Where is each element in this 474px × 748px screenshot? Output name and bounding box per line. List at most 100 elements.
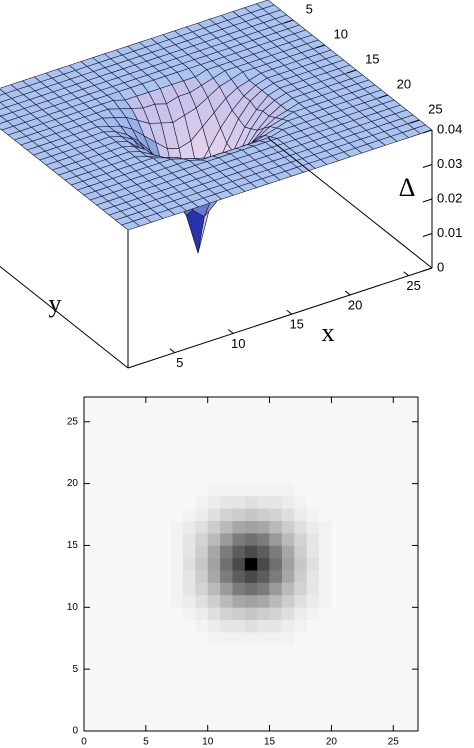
heatmap-cell <box>145 644 159 658</box>
heatmap-cell <box>207 619 221 633</box>
heatmap-cell <box>319 632 332 645</box>
heatmap-cell <box>343 520 357 534</box>
heatmap-cell <box>84 483 97 497</box>
heatmap-cell <box>182 632 196 645</box>
heatmap-cell <box>96 644 110 658</box>
heatmap-cell <box>108 619 122 633</box>
heatmap-cell <box>158 607 171 620</box>
heatmap-cell <box>405 520 419 534</box>
heatmap-cell <box>306 594 320 608</box>
heatmap-cell <box>108 434 122 447</box>
heatmap-cell <box>133 421 147 435</box>
heatmap-cell <box>294 508 307 522</box>
x-tick-label: 20 <box>326 737 338 748</box>
heatmap-cell <box>380 458 394 472</box>
heatmap-cell <box>393 471 406 484</box>
heatmap-cell <box>405 409 419 423</box>
heatmap-cell <box>207 669 221 682</box>
heatmap-cell <box>133 508 147 522</box>
heatmap-cell <box>281 397 295 410</box>
z-tick-label: 0.02 <box>437 190 462 205</box>
heatmap-cell <box>195 656 209 670</box>
heatmap-cell <box>121 533 134 546</box>
heatmap-cell <box>121 607 134 620</box>
heatmap-cell <box>182 644 196 658</box>
heatmap-cell <box>170 681 184 695</box>
heatmap-cell <box>108 483 122 497</box>
heatmap-cell <box>220 570 233 583</box>
heatmap-cell <box>170 557 184 571</box>
heatmap-cell <box>331 632 345 645</box>
heatmap-cell <box>158 397 171 410</box>
heatmap-cell <box>257 545 270 559</box>
heatmap-cell <box>195 706 209 719</box>
heatmap-cell <box>281 706 295 719</box>
heatmap-cell <box>319 644 332 658</box>
heatmap-cell <box>220 545 233 559</box>
heatmap-cell <box>294 421 307 435</box>
heatmap-cell <box>356 495 369 509</box>
heatmap-cell <box>294 409 307 423</box>
heatmap-cell <box>96 397 110 410</box>
heatmap-cell <box>121 483 134 497</box>
heatmap-cell <box>368 446 382 460</box>
y-tick-label: 5 <box>72 664 78 675</box>
heatmap-cell <box>84 718 97 732</box>
heatmap-cell <box>96 483 110 497</box>
heatmap-cell <box>257 693 270 707</box>
heatmap-cell <box>133 669 147 682</box>
heatmap-cell <box>244 483 258 497</box>
heatmap-cell <box>269 397 283 410</box>
heatmap-cell <box>195 434 209 447</box>
heatmap-cell <box>195 545 209 559</box>
heatmap-cell <box>170 397 184 410</box>
heatmap-cell <box>232 421 246 435</box>
heatmap-cell <box>121 545 134 559</box>
heatmap-cell <box>294 706 307 719</box>
heatmap-cell <box>108 545 122 559</box>
heatmap-cell <box>207 397 221 410</box>
heatmap-cell <box>84 644 97 658</box>
surface-patch <box>121 220 140 231</box>
heatmap-cell <box>170 434 184 447</box>
heatmap-cell <box>269 471 283 484</box>
heatmap-cell <box>281 421 295 435</box>
x-tick-label: 10 <box>202 737 214 748</box>
heatmap-cell <box>108 533 122 546</box>
heatmap-cell <box>220 632 233 645</box>
heatmap-cell <box>281 632 295 645</box>
heatmap-cell <box>145 607 159 620</box>
heatmap-cell <box>343 594 357 608</box>
heatmap-cell <box>182 557 196 571</box>
heatmap-cell <box>393 483 406 497</box>
heatmap-cell <box>244 397 258 410</box>
heatmap-cell <box>158 718 171 732</box>
heatmap-cell <box>84 434 97 447</box>
heatmap-cell <box>257 434 270 447</box>
heatmap-cell <box>356 421 369 435</box>
heatmap-cell <box>96 706 110 719</box>
heatmap-cell <box>244 669 258 682</box>
heatmap-cell <box>170 669 184 682</box>
heatmap-cell <box>96 681 110 695</box>
heatmap-cell <box>405 495 419 509</box>
heatmap-cell <box>232 607 246 620</box>
heatmap-cell <box>121 656 134 670</box>
heatmap-cell <box>393 533 406 546</box>
heatmap-cell <box>170 619 184 633</box>
z-tick <box>422 267 433 272</box>
heatmap-cell <box>331 495 345 509</box>
y-tick <box>315 44 325 49</box>
heatmap-cell <box>368 718 382 732</box>
heatmap-cell <box>343 508 357 522</box>
heatmap-cell <box>294 533 307 546</box>
x-tick-label: 25 <box>406 278 420 293</box>
heatmap-cell <box>331 434 345 447</box>
heatmap-cell <box>207 409 221 423</box>
heatmap-cell <box>232 434 246 447</box>
heatmap-cell <box>145 409 159 423</box>
heatmap-cell <box>158 421 171 435</box>
heatmap-cell <box>405 508 419 522</box>
heatmap-cell <box>244 508 258 522</box>
